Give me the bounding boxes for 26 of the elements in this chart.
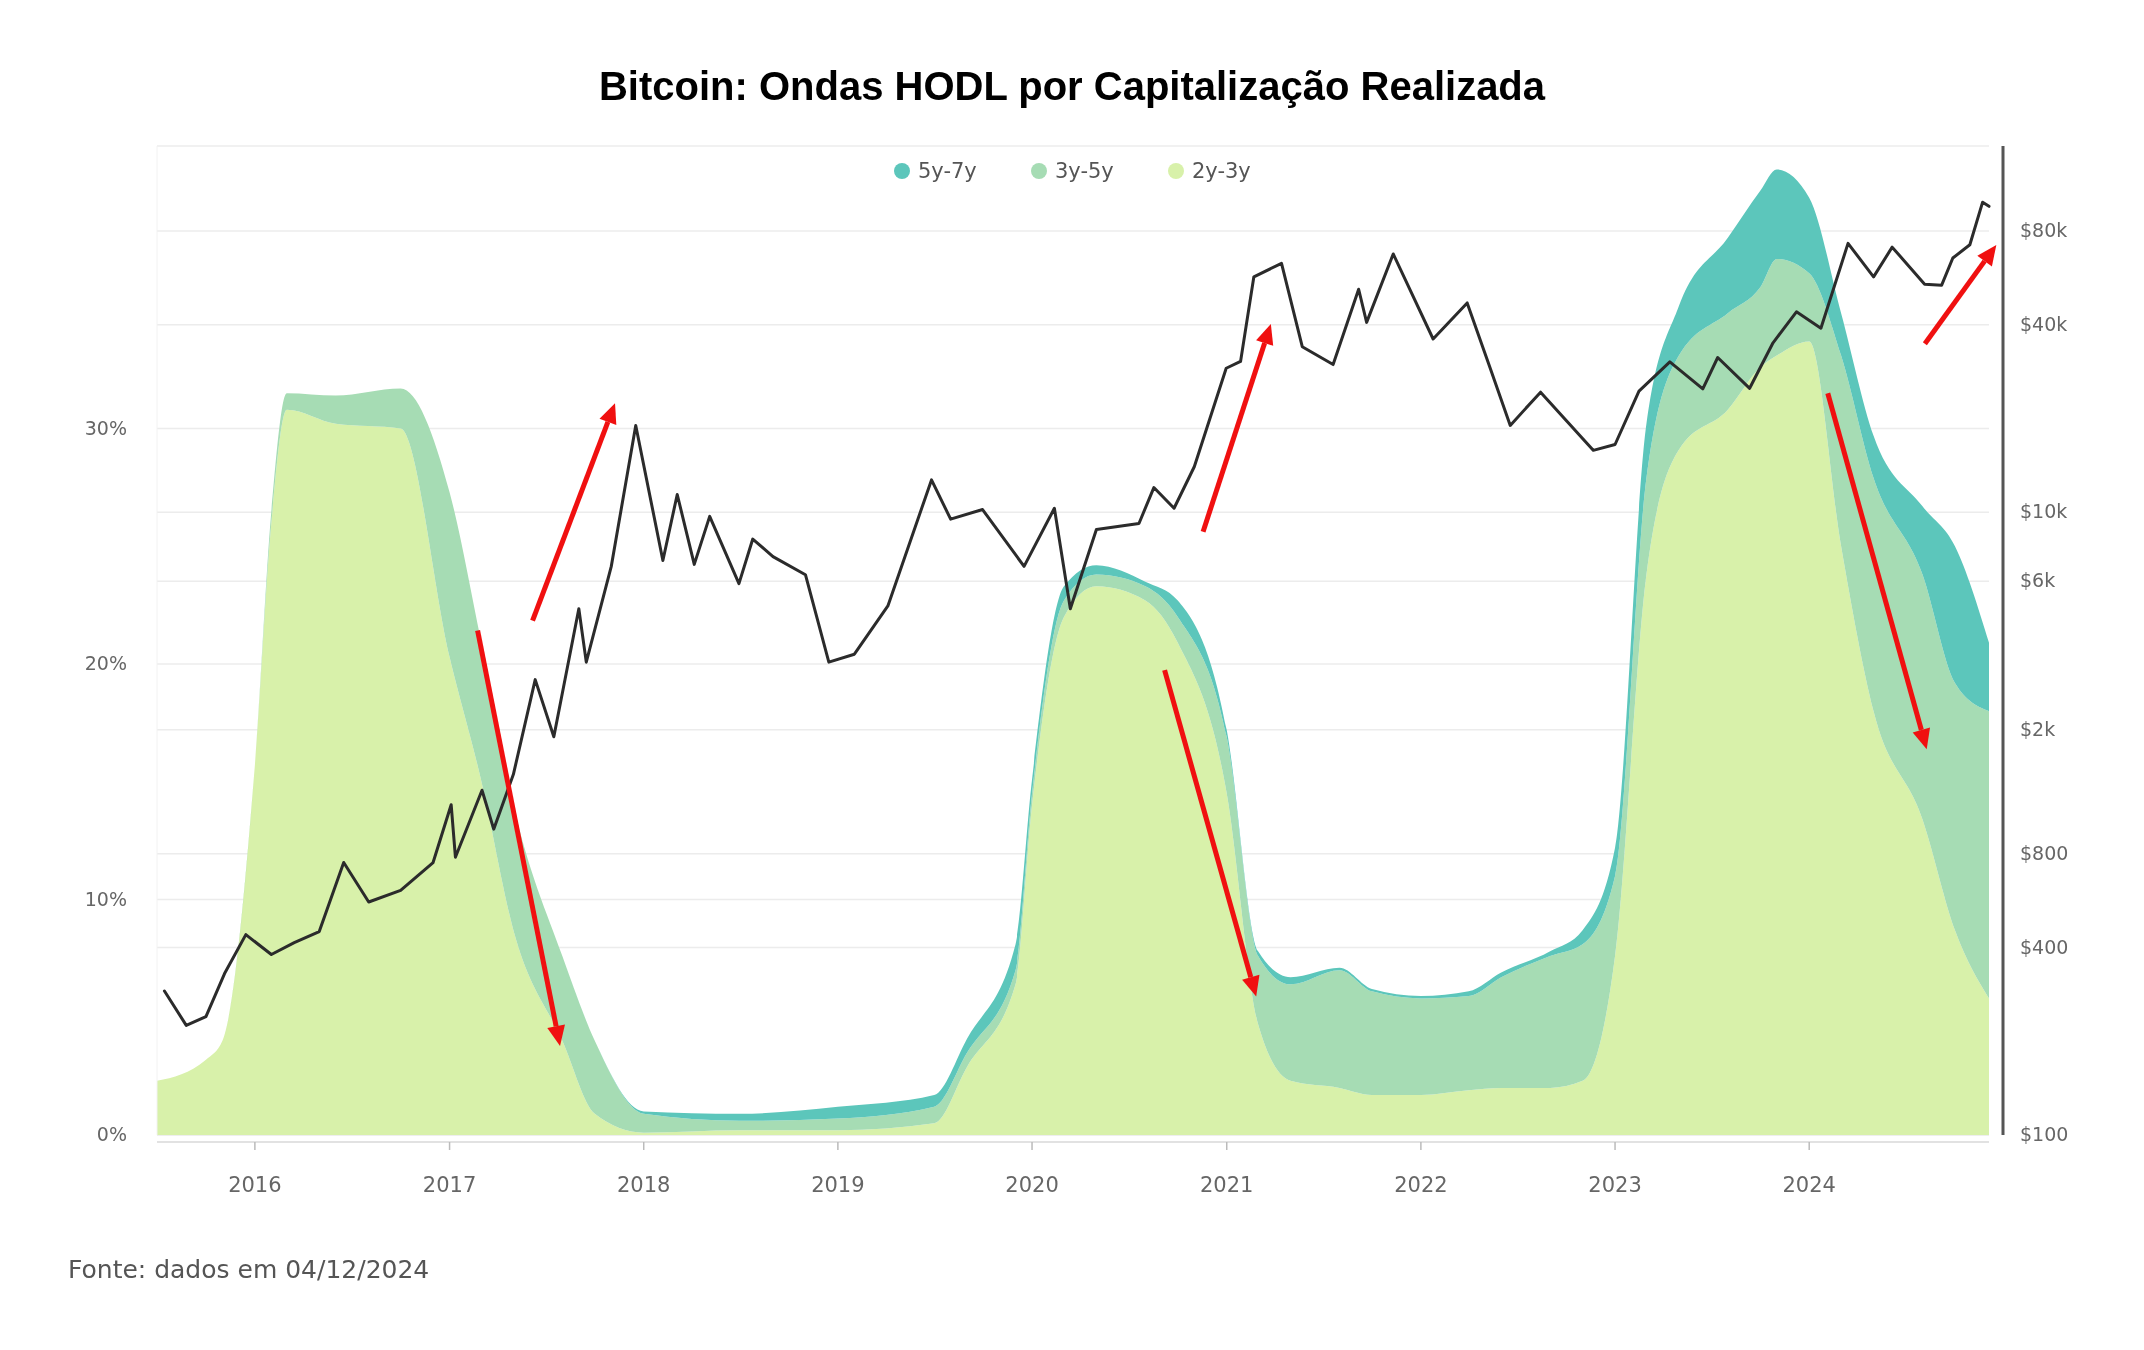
y2-tick-label: $10k bbox=[2020, 500, 2068, 523]
x-tick-label: 2017 bbox=[422, 1173, 477, 1197]
y2-tick-label: $100 bbox=[2020, 1123, 2069, 1145]
x-tick-label: 2023 bbox=[1588, 1173, 1642, 1197]
chart-title: Bitcoin: Ondas HODL por Capitalização Realizada bbox=[598, 64, 1546, 108]
x-tick-label: 2020 bbox=[1005, 1173, 1059, 1197]
legend-label: 3y-5y bbox=[1055, 159, 1114, 183]
y2-tick-label: $6k bbox=[2020, 569, 2056, 592]
x-tick-label: 2016 bbox=[228, 1173, 282, 1197]
y2-tick-label: $800 bbox=[2020, 841, 2069, 864]
y-tick-label: 10% bbox=[84, 887, 127, 910]
source-note: Fonte: dados em 04/12/2024 bbox=[68, 1255, 430, 1284]
legend-label: 5y-7y bbox=[918, 159, 977, 183]
y2-tick-label: $400 bbox=[2020, 935, 2069, 958]
y-tick-label: 0% bbox=[96, 1123, 127, 1145]
x-tick-label: 2019 bbox=[811, 1173, 865, 1197]
y2-tick-label: $80k bbox=[2020, 219, 2068, 242]
x-tick-label: 2021 bbox=[1200, 1173, 1254, 1197]
y-tick-label: 30% bbox=[84, 416, 127, 439]
x-tick-label: 2022 bbox=[1394, 1173, 1448, 1197]
y-tick-label: 20% bbox=[84, 652, 127, 675]
x-tick-label: 2018 bbox=[617, 1173, 671, 1197]
y2-tick-label: $2k bbox=[2020, 717, 2056, 740]
x-tick-label: 2024 bbox=[1782, 1173, 1836, 1197]
y2-tick-label: $40k bbox=[2020, 312, 2068, 335]
legend-label: 2y-3y bbox=[1192, 159, 1251, 183]
